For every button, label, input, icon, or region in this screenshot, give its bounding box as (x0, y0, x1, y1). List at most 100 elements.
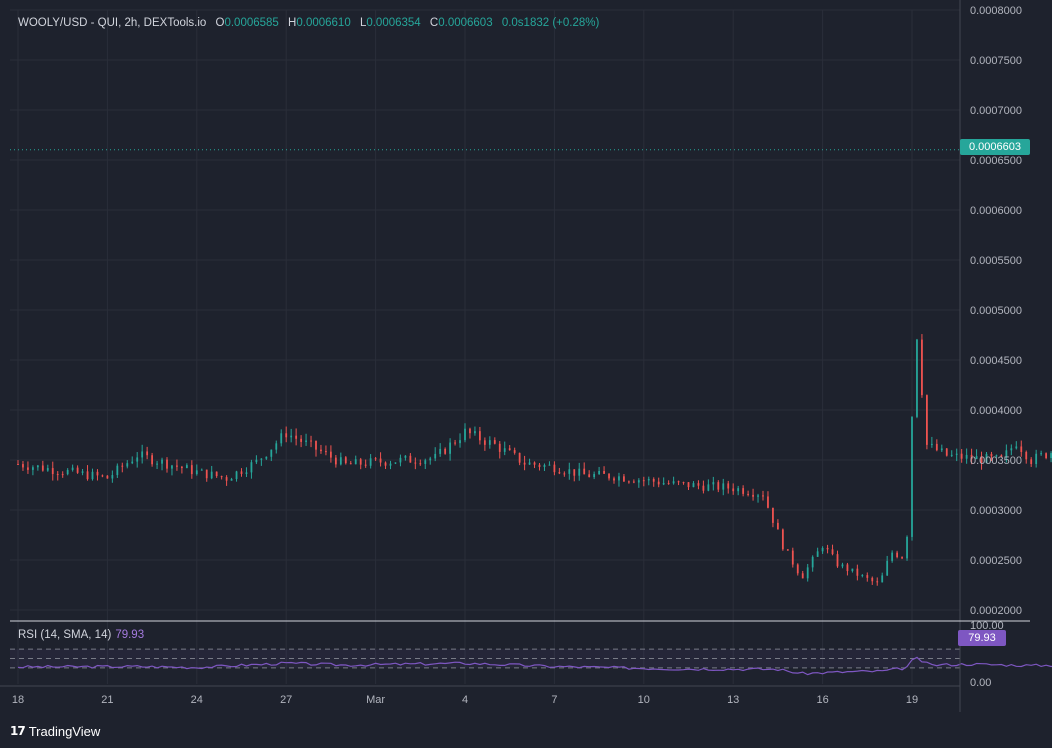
candle-body (518, 452, 521, 463)
candle-body (235, 471, 238, 479)
candle-body (414, 462, 417, 464)
candle-body (106, 475, 109, 479)
candle-body (220, 476, 223, 478)
candle-body (384, 462, 387, 466)
candle-body (195, 470, 198, 475)
rsi-band-fill (10, 649, 960, 668)
candle-layer (17, 334, 1052, 586)
rsi-label[interactable]: RSI (14, SMA, 14) (18, 629, 112, 641)
candle-body (553, 464, 556, 473)
candle-body (379, 458, 382, 463)
candle-body (806, 567, 809, 579)
candle-body (250, 462, 253, 473)
candle-body (344, 457, 347, 464)
candle-body (672, 481, 675, 484)
candle-body (71, 467, 74, 471)
candle-body (46, 468, 49, 471)
candle-body (419, 463, 422, 465)
candle-body (190, 465, 193, 475)
candle-body (141, 451, 144, 458)
candle-body (916, 339, 918, 417)
candle-body (454, 442, 456, 444)
candle-body (772, 507, 774, 523)
candle-body (786, 549, 789, 551)
candle-body (1050, 453, 1052, 459)
candle-body (171, 465, 173, 469)
candle-body (146, 451, 149, 456)
candle-body (96, 471, 99, 476)
candle-body (230, 478, 233, 481)
candle-body (479, 431, 481, 441)
candle-body (439, 448, 442, 454)
rsi-line (17, 656, 1052, 676)
price-tick-label: 0.0003500 (970, 455, 1022, 467)
rsi-badge: 79.93 (958, 630, 1006, 646)
candle-body (27, 467, 29, 470)
candle-body (394, 462, 397, 464)
candle-body (459, 440, 461, 444)
candle-body (240, 471, 243, 474)
candle-body (364, 464, 367, 466)
axis-layer: 0.00080000.00075000.00070000.00065000.00… (0, 0, 1030, 712)
candle-body (965, 454, 968, 459)
candle-body (732, 488, 735, 492)
candle-body (503, 448, 506, 452)
symbol-label[interactable]: WOOLY/USD - QUI, 2h, DEXTools.io (18, 17, 207, 29)
candle-body (945, 448, 948, 456)
tradingview-logo-icon: 17 (10, 724, 26, 738)
candle-body (667, 483, 670, 485)
candle-body (1000, 455, 1003, 457)
candle-body (369, 458, 372, 466)
price-tick-label: 0.0008000 (970, 5, 1022, 17)
candle-body (161, 459, 163, 464)
candle-body (737, 488, 740, 492)
candle-body (652, 478, 655, 482)
candle-body (185, 465, 188, 469)
candle-body (399, 457, 402, 463)
price-tick-label: 0.0004500 (970, 355, 1022, 367)
candle-body (91, 471, 94, 480)
candle-body (245, 472, 248, 474)
candle-body (856, 568, 859, 576)
candle-body (424, 460, 427, 464)
candle-body (255, 459, 258, 463)
date-tick-label: 21 (101, 694, 113, 706)
tradingview-brand[interactable]: 17 TradingView (10, 722, 100, 740)
open-value: 0.0006585 (224, 17, 279, 29)
candle-body (1020, 446, 1023, 452)
candle-body (573, 469, 576, 476)
candle-body (712, 482, 715, 485)
candle-body (955, 453, 958, 455)
price-tick-label: 0.0005000 (970, 305, 1022, 317)
candle-body (642, 480, 645, 482)
candle-body (836, 554, 839, 567)
price-tick-label: 0.0004000 (970, 405, 1022, 417)
candle-body (359, 459, 362, 465)
candle-body (151, 455, 153, 465)
change-value: 0.0s1832 (+0.28%) (501, 17, 600, 29)
candle-body (295, 435, 298, 439)
candle-body (215, 471, 218, 477)
brand-name: TradingView (28, 723, 101, 739)
date-tick-label: 19 (906, 694, 918, 706)
candle-body (935, 443, 938, 451)
candle-body (305, 440, 307, 442)
candle-body (51, 468, 54, 475)
candle-body (225, 477, 228, 481)
date-tick-label: Mar (366, 694, 385, 706)
candle-body (796, 564, 799, 574)
candle-body (816, 551, 819, 557)
candle-body (548, 464, 551, 466)
date-tick-label: 10 (638, 694, 650, 706)
price-tick-label: 0.0006500 (970, 155, 1022, 167)
candle-body (538, 464, 541, 467)
candle-body (483, 440, 486, 445)
candle-body (315, 440, 317, 450)
candle-body (757, 495, 759, 497)
candle-body (558, 472, 561, 474)
candle-body (533, 462, 536, 465)
candle-body (156, 463, 158, 465)
date-tick-label: 18 (12, 694, 24, 706)
candle-body (717, 482, 720, 490)
